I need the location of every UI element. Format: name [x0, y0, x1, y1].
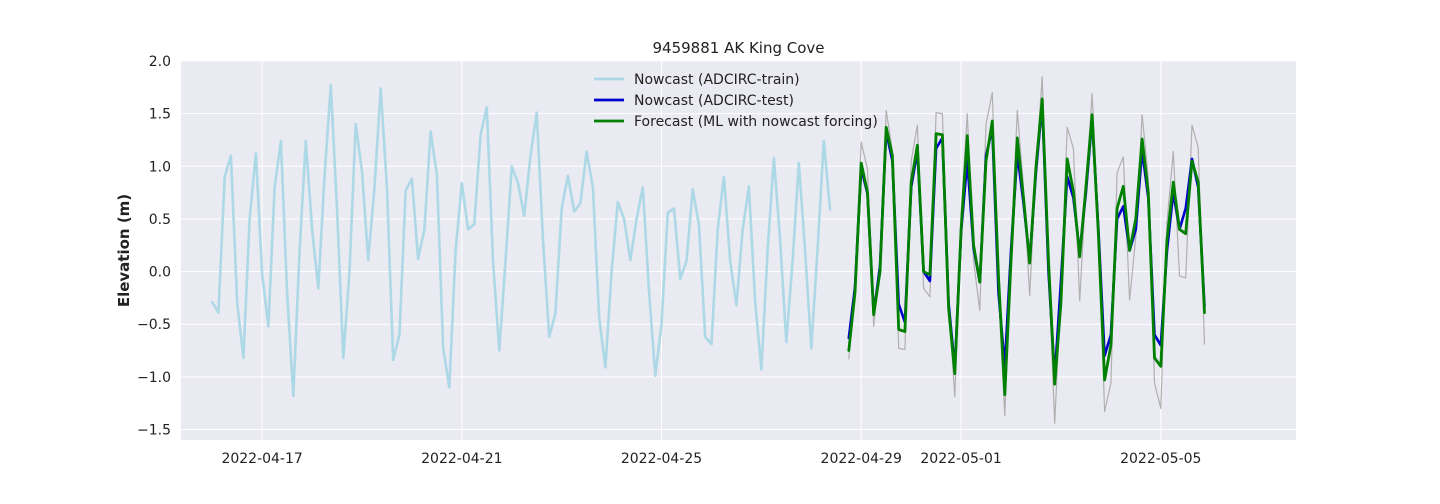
legend-entry: Forecast (ML with nowcast forcing): [634, 114, 878, 130]
series-line-nowcast-train: [210, 83, 832, 398]
y-tick-label: 1.0: [149, 159, 171, 175]
y-axis-label: Elevation (m): [115, 194, 133, 307]
y-tick-label: 0.5: [149, 212, 171, 228]
y-tick-label: −1.5: [137, 422, 171, 438]
series-line-forecast: [847, 97, 1206, 397]
legend: Nowcast (ADCIRC-train) Nowcast (ADCIRC-te…: [594, 72, 878, 130]
x-tick-label: 2022-05-01: [920, 451, 1001, 467]
x-tick-label: 2022-04-25: [621, 451, 702, 467]
y-tick-label: −0.5: [137, 317, 171, 333]
chart-title: 9459881 AK King Cove: [653, 39, 825, 57]
x-tick-label: 2022-05-05: [1120, 451, 1201, 467]
legend-entry: Nowcast (ADCIRC-train): [634, 72, 800, 88]
grid: [181, 60, 1296, 440]
y-tick-label: −1.0: [137, 370, 171, 386]
y-tick-label: 2.0: [149, 54, 171, 70]
y-tick-label: 0.0: [149, 265, 171, 281]
x-tick-label: 2022-04-17: [221, 451, 302, 467]
y-tick-label: 1.5: [149, 107, 171, 123]
series-layer: [210, 76, 1206, 424]
x-tick-label: 2022-04-21: [421, 451, 502, 467]
legend-entry: Nowcast (ADCIRC-test): [634, 93, 794, 109]
x-axis: 2022-04-17 2022-04-21 2022-04-25 2022-04-29…: [221, 451, 1201, 467]
y-axis: 2.0 1.5 1.0 0.5 0.0 −0.5 −1.0 −1.5: [137, 54, 171, 438]
x-tick-label: 2022-04-29: [821, 451, 902, 467]
